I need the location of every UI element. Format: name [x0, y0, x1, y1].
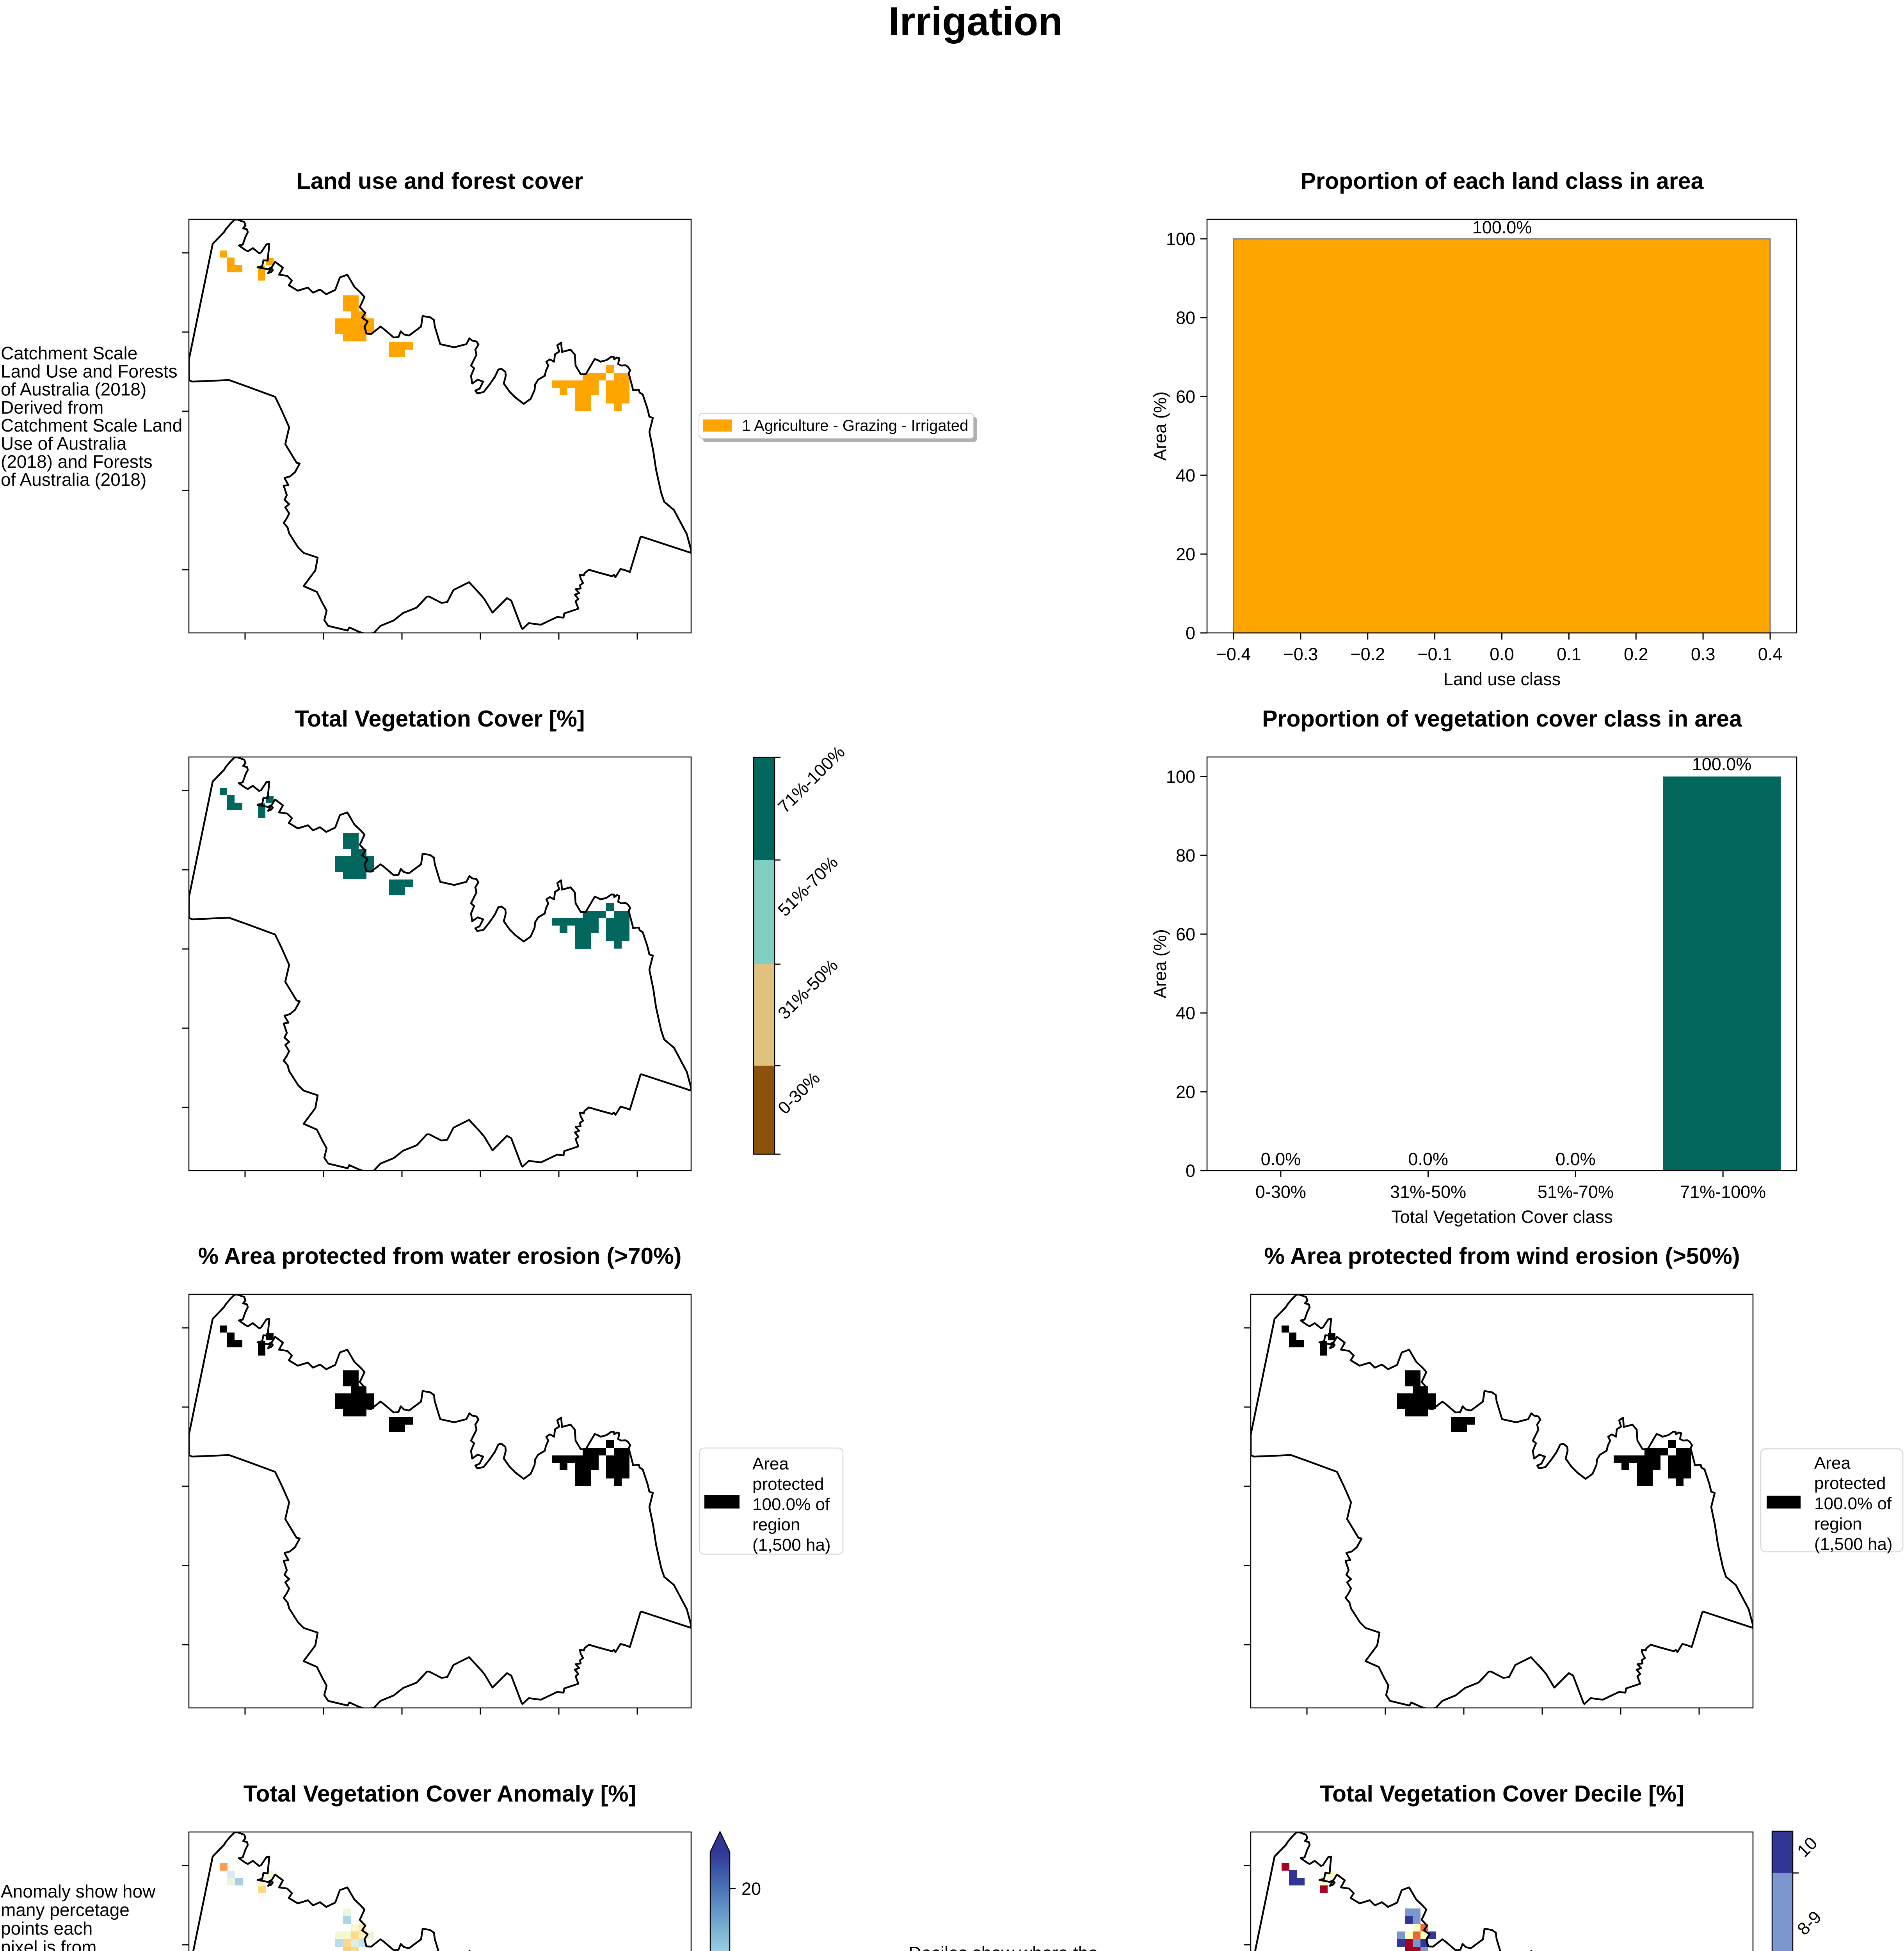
svg-text:Land Use and Forests: Land Use and Forests — [1, 361, 178, 381]
svg-text:Area (%): Area (%) — [1150, 929, 1170, 999]
svg-text:60: 60 — [1176, 924, 1195, 944]
svg-text:0.0: 0.0 — [1490, 644, 1514, 664]
svg-text:Land use class: Land use class — [1444, 669, 1561, 689]
svg-text:Anomaly show how: Anomaly show how — [1, 1881, 156, 1901]
svg-text:0: 0 — [1186, 1161, 1195, 1181]
svg-text:100: 100 — [1166, 767, 1195, 787]
svg-text:0.3: 0.3 — [1691, 644, 1716, 664]
svg-text:100.0%: 100.0% — [1472, 217, 1532, 237]
svg-text:−0.3: −0.3 — [1283, 644, 1318, 664]
svg-text:Area: Area — [752, 1454, 789, 1473]
svg-text:protected: protected — [1814, 1474, 1886, 1493]
svg-text:20: 20 — [1176, 1082, 1195, 1102]
svg-text:of Australia (2018): of Australia (2018) — [1, 379, 146, 400]
svg-text:Area (%): Area (%) — [1150, 391, 1170, 461]
svg-text:40: 40 — [1176, 1003, 1195, 1023]
svg-text:Proportion of each land class: Proportion of each land class in area — [1301, 168, 1704, 194]
svg-text:points each: points each — [1, 1918, 92, 1939]
svg-text:region: region — [752, 1515, 800, 1534]
svg-text:(1,500 ha): (1,500 ha) — [1814, 1535, 1893, 1554]
svg-text:−0.1: −0.1 — [1417, 644, 1452, 664]
svg-text:0.0%: 0.0% — [1408, 1149, 1448, 1169]
svg-text:40: 40 — [1176, 466, 1195, 485]
svg-text:100.0% of: 100.0% of — [1814, 1494, 1892, 1513]
svg-text:Deciles show where the: Deciles show where the — [908, 1943, 1098, 1951]
svg-text:100.0% of: 100.0% of — [752, 1495, 830, 1514]
svg-text:% Area protected from wind ero: % Area protected from wind erosion (>50%… — [1264, 1243, 1740, 1269]
svg-text:Derived from: Derived from — [1, 397, 103, 418]
svg-text:20: 20 — [741, 1879, 761, 1899]
svg-text:0: 0 — [1186, 623, 1195, 643]
svg-text:of Australia (2018): of Australia (2018) — [1, 469, 146, 490]
svg-text:Catchment Scale: Catchment Scale — [1, 343, 137, 363]
svg-text:20: 20 — [1176, 544, 1195, 564]
svg-text:many percetage: many percetage — [1, 1900, 130, 1920]
svg-text:(2018) and Forests: (2018) and Forests — [1, 451, 153, 472]
svg-text:Total Vegetation Cover [%]: Total Vegetation Cover [%] — [295, 706, 585, 732]
svg-text:71%-100%: 71%-100% — [1680, 1182, 1766, 1202]
svg-text:0.0%: 0.0% — [1556, 1149, 1596, 1169]
svg-text:Use of Australia: Use of Australia — [1, 434, 127, 454]
svg-text:Catchment Scale Land: Catchment Scale Land — [1, 415, 182, 435]
svg-text:0-30%: 0-30% — [1255, 1182, 1306, 1202]
svg-text:0.0%: 0.0% — [1261, 1149, 1301, 1169]
svg-text:Proportion of vegetation cover: Proportion of vegetation cover class in … — [1262, 706, 1742, 732]
svg-text:Land use and forest cover: Land use and forest cover — [297, 168, 583, 194]
svg-text:100: 100 — [1166, 229, 1195, 249]
svg-text:80: 80 — [1176, 846, 1195, 865]
svg-text:region: region — [1814, 1514, 1862, 1533]
svg-text:−0.4: −0.4 — [1216, 644, 1251, 664]
svg-text:pixel is from: pixel is from — [1, 1937, 96, 1951]
svg-text:31%-50%: 31%-50% — [1390, 1182, 1466, 1202]
svg-text:0.2: 0.2 — [1624, 644, 1648, 664]
svg-text:80: 80 — [1176, 308, 1195, 328]
svg-text:−0.2: −0.2 — [1350, 644, 1385, 664]
svg-text:0.4: 0.4 — [1758, 644, 1783, 664]
svg-text:1 Agriculture - Grazing - Irri: 1 Agriculture - Grazing - Irrigated — [742, 417, 968, 434]
svg-text:Total Vegetation Cover class: Total Vegetation Cover class — [1391, 1207, 1613, 1227]
svg-text:Total Vegetation Cover Anomaly: Total Vegetation Cover Anomaly [%] — [244, 1781, 636, 1807]
svg-text:(1,500 ha): (1,500 ha) — [752, 1535, 831, 1555]
svg-text:% Area protected from water er: % Area protected from water erosion (>70… — [198, 1243, 682, 1269]
svg-text:100.0%: 100.0% — [1692, 754, 1752, 774]
svg-text:Irrigation: Irrigation — [889, 0, 1063, 44]
svg-text:60: 60 — [1176, 387, 1195, 407]
svg-text:Area: Area — [1814, 1453, 1851, 1473]
svg-text:protected: protected — [752, 1475, 824, 1494]
svg-text:Total Vegetation Cover Decile: Total Vegetation Cover Decile [%] — [1320, 1781, 1684, 1807]
svg-text:51%-70%: 51%-70% — [1538, 1182, 1614, 1202]
svg-text:0.1: 0.1 — [1557, 644, 1581, 664]
